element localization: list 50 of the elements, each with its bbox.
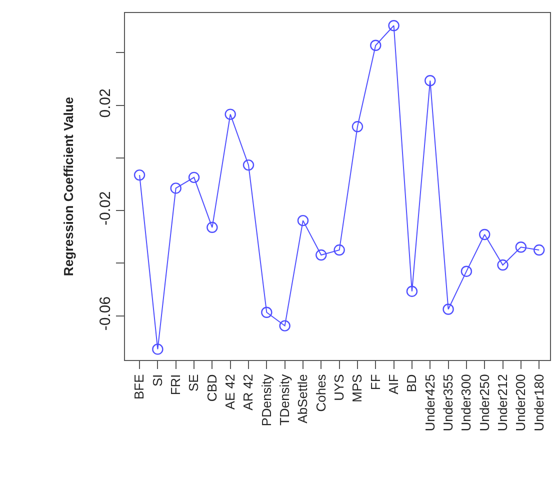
- point: [170, 182, 182, 194]
- x-tick-label: Under180: [531, 374, 546, 432]
- point: [479, 228, 490, 240]
- x-tick-label: BFE: [132, 374, 147, 400]
- x-tick-label: Under250: [476, 374, 492, 432]
- point: [352, 121, 364, 132]
- x-tick-label: TDensity: [277, 374, 292, 426]
- y-tick-label: 0.02: [97, 88, 114, 118]
- x-tick-label: AE 42: [222, 374, 238, 410]
- point: [224, 108, 236, 120]
- x-tick-label: Under425: [422, 374, 438, 432]
- y-axis-title: Regression Coefficient Value: [60, 96, 76, 276]
- x-tick-label: Under300: [458, 374, 474, 432]
- point: [316, 249, 327, 261]
- y-tick-label: -0.06: [97, 296, 114, 331]
- point: [442, 304, 454, 315]
- x-tick-label: Under212: [495, 374, 510, 432]
- point: [497, 259, 508, 271]
- point: [134, 169, 146, 181]
- point: [261, 306, 272, 318]
- x-tick-label: UYS: [332, 374, 347, 401]
- x-tick-label: SE: [186, 374, 202, 392]
- x-tick-label: PDensity: [258, 374, 274, 426]
- point: [188, 172, 200, 184]
- point: [297, 214, 309, 226]
- point: [534, 244, 545, 256]
- point: [424, 75, 436, 86]
- point: [279, 320, 290, 332]
- x-tick-label: Cohes: [313, 374, 328, 412]
- x-tick-label: FRI: [168, 374, 184, 396]
- x-tick-label: MPS: [350, 374, 365, 402]
- point: [460, 266, 472, 277]
- x-tick-label: CBD: [204, 374, 220, 402]
- point: [406, 286, 418, 297]
- point: [206, 222, 218, 234]
- x-tick-label: Under355: [440, 374, 456, 432]
- x-tick-label: AIF: [386, 374, 402, 394]
- point: [334, 244, 345, 256]
- point: [515, 242, 527, 253]
- point: [152, 344, 164, 355]
- x-tick-label: BD: [404, 374, 420, 392]
- x-tick-label: AbSettle: [295, 374, 310, 424]
- y-tick-label: -0.02: [97, 191, 114, 226]
- x-tick-label: Under200: [513, 374, 528, 432]
- x-tick-label: SI: [150, 374, 165, 386]
- point: [242, 159, 254, 171]
- x-tick-label: FF: [368, 374, 383, 390]
- x-tick-label: AR 42: [240, 374, 256, 410]
- point: [370, 40, 382, 51]
- point: [388, 20, 400, 32]
